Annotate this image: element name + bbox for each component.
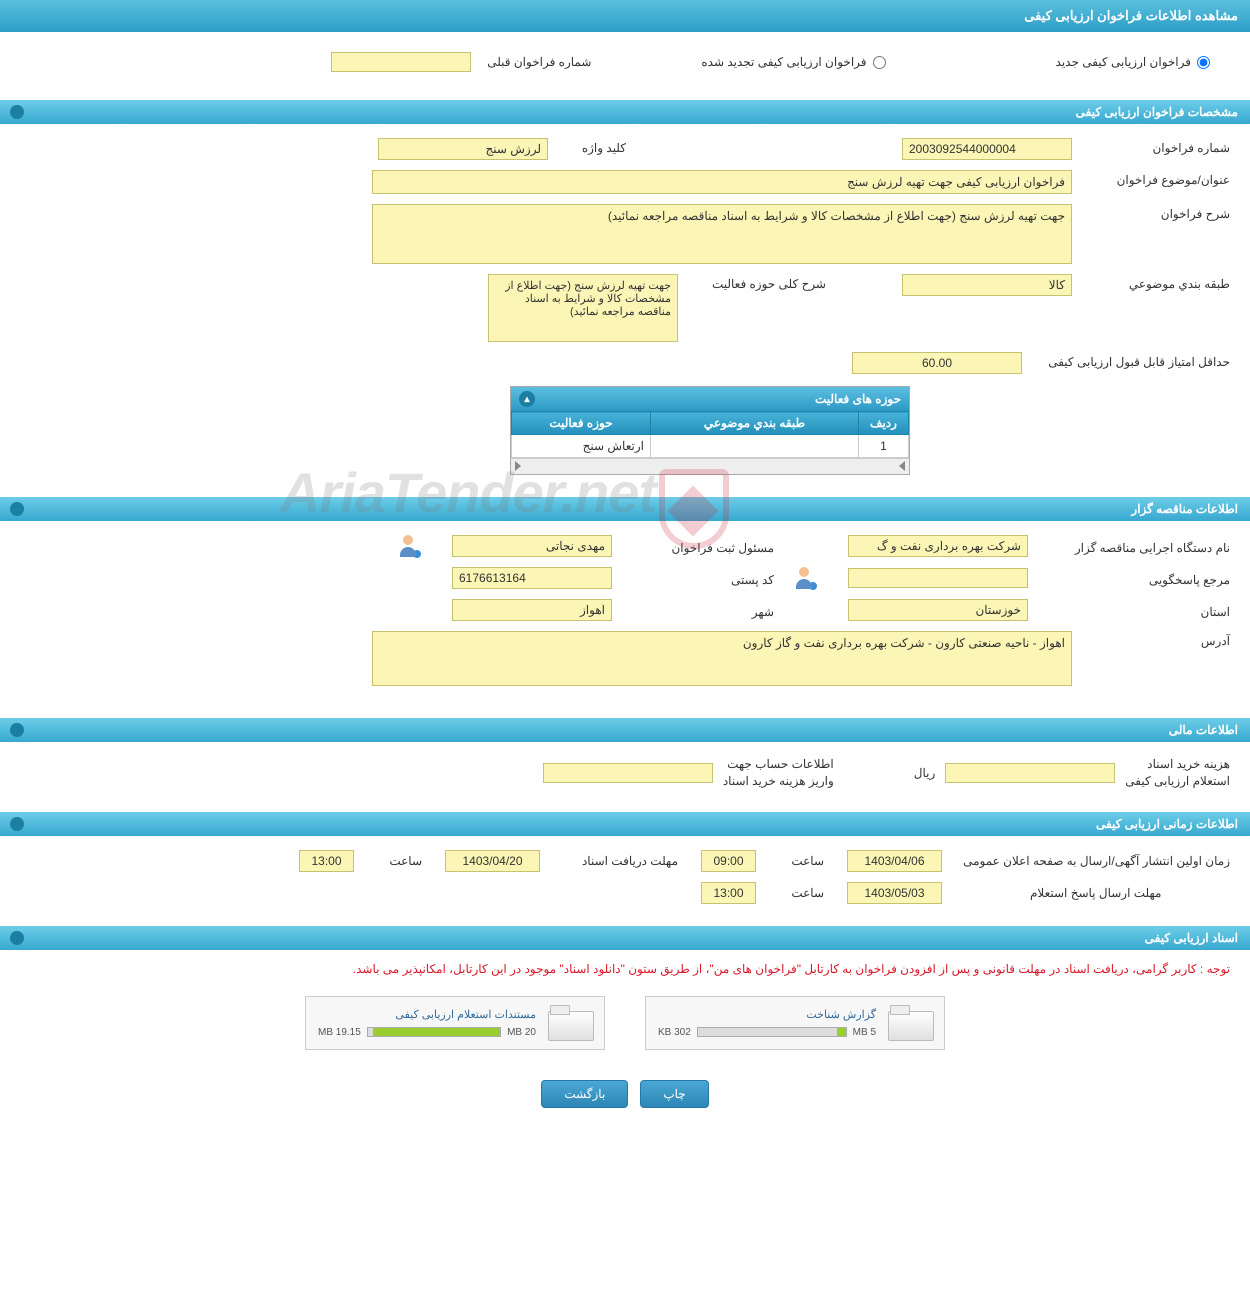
deadline-receive-time: 13:00 — [299, 850, 354, 872]
doc-card-inquiry[interactable]: مستندات استعلام ارزیابی کیفی 20 MB 19.15… — [305, 996, 605, 1050]
call-number-value: 2003092544000004 — [902, 138, 1072, 160]
reply-label: مهلت ارسال پاسخ استعلام — [950, 886, 1230, 900]
button-row: چاپ بازگشت — [0, 1066, 1250, 1148]
col-activity: حوزه فعالیت — [512, 412, 651, 435]
section-docs-header: اسناد ارزیابی کیفی — [0, 926, 1250, 950]
deadline-receive-date: 1403/04/20 — [445, 850, 540, 872]
prev-number-label: شماره فراخوان قبلی — [487, 55, 591, 69]
cost-label-2: استعلام ارزیابی کیفی — [1125, 773, 1230, 790]
activity-summary-label: شرح کلی حوزه فعالیت — [686, 274, 826, 291]
cost-unit: ریال — [914, 766, 936, 780]
postal-label: کد پستی — [624, 570, 774, 587]
min-score-value: 60.00 — [852, 352, 1022, 374]
contact-value — [848, 568, 1028, 588]
min-score-label: حداقل امتیاز قابل قبول ارزیابی کیفی — [1030, 352, 1230, 369]
keyword-value: لرزش سنج — [378, 138, 548, 160]
doc-report-used: 302 KB — [658, 1027, 691, 1038]
collapse-icon[interactable]: ▴ — [519, 391, 535, 407]
cell-category — [650, 435, 858, 458]
docs-row: گزارش شناخت 5 MB 302 KB مستندات استعلام … — [0, 988, 1250, 1066]
activity-panel: حوزه های فعالیت ▴ ردیف طبقه بندي موضوعي … — [510, 386, 910, 475]
publish-time: 09:00 — [701, 850, 756, 872]
account-value — [543, 763, 713, 783]
folder-icon — [548, 1005, 592, 1041]
radio-new[interactable] — [1197, 56, 1210, 69]
reply-date: 1403/05/03 — [847, 882, 942, 904]
category-label: طبقه بندي موضوعي — [1080, 274, 1230, 291]
title-label: عنوان/موضوع فراخوان — [1080, 170, 1230, 187]
reply-time: 13:00 — [701, 882, 756, 904]
account-label-1: اطلاعات حساب جهت — [723, 756, 834, 773]
col-row: ردیف — [859, 412, 909, 435]
cost-label-1: هزینه خرید اسناد — [1125, 756, 1230, 773]
time-word-1: ساعت — [764, 854, 824, 868]
desc-label: شرح فراخوان — [1080, 204, 1230, 221]
activity-panel-title: حوزه های فعالیت — [815, 392, 901, 406]
activity-table: ردیف طبقه بندي موضوعي حوزه فعالیت 1 ارتع… — [511, 411, 909, 458]
section-financial-body: هزینه خرید اسناد استعلام ارزیابی کیفی ری… — [0, 742, 1250, 804]
cell-activity: ارتعاش سنج — [512, 435, 651, 458]
account-label-2: واریز هزینه خرید اسناد — [723, 773, 834, 790]
doc-card-report[interactable]: گزارش شناخت 5 MB 302 KB — [645, 996, 945, 1050]
radio-renewed[interactable] — [873, 56, 886, 69]
progress-bar — [697, 1027, 847, 1037]
call-type-radios: فراخوان ارزیابی کیفی جدید فراخوان ارزیاب… — [0, 32, 1250, 92]
section-timing-header: اطلاعات زمانی ارزیابی کیفی — [0, 812, 1250, 836]
section-financial-header: اطلاعات مالی — [0, 718, 1250, 742]
section-timing-body: زمان اولین انتشار آگهی/ارسال به صفحه اعل… — [0, 836, 1250, 918]
org-label: نام دستگاه اجرایی مناقصه گزار — [1040, 538, 1230, 555]
doc-inquiry-total: 20 MB — [507, 1027, 536, 1038]
time-word-3: ساعت — [764, 886, 824, 900]
back-button[interactable]: بازگشت — [541, 1080, 628, 1108]
radio-renewed-label: فراخوان ارزیابی کیفی تجدید شده — [701, 55, 866, 69]
person-icon[interactable] — [398, 535, 420, 557]
radio-new-label: فراخوان ارزیابی کیفی جدید — [1056, 55, 1191, 69]
progress-fill-inquiry — [373, 1028, 500, 1036]
province-value: خوزستان — [848, 599, 1028, 621]
address-label: آدرس — [1080, 631, 1230, 648]
keyword-label: کلید واژه — [556, 138, 626, 155]
registrar-label: مسئول ثبت فراخوان — [624, 538, 774, 555]
scroll-hint[interactable] — [511, 458, 909, 474]
cost-value — [945, 763, 1115, 783]
doc-inquiry-title: مستندات استعلام ارزیابی کیفی — [318, 1008, 536, 1021]
section-spec-header: مشخصات فراخوان ارزیابی کیفی — [0, 100, 1250, 124]
cell-row: 1 — [859, 435, 909, 458]
province-label: استان — [1040, 602, 1230, 619]
person-icon[interactable] — [794, 567, 816, 589]
call-number-label: شماره فراخوان — [1080, 138, 1230, 155]
city-label: شهر — [624, 602, 774, 619]
doc-inquiry-used: 19.15 MB — [318, 1027, 361, 1038]
section-tenderer-header: اطلاعات مناقصه گزار — [0, 497, 1250, 521]
col-category: طبقه بندي موضوعي — [650, 412, 858, 435]
progress-bar — [367, 1027, 501, 1037]
prev-number-value — [331, 52, 471, 72]
category-value: کالا — [902, 274, 1072, 296]
registrar-value: مهدی نجاتی — [452, 535, 612, 557]
address-value: اهواز - ناحیه صنعتی کارون - شرکت بهره بر… — [372, 631, 1072, 686]
progress-fill-report — [837, 1028, 846, 1036]
desc-value: جهت تهیه لرزش سنج (جهت اطلاع از مشخصات ک… — [372, 204, 1072, 264]
table-row: 1 ارتعاش سنج — [512, 435, 909, 458]
folder-icon — [888, 1005, 932, 1041]
doc-report-total: 5 MB — [853, 1027, 876, 1038]
time-word-2: ساعت — [362, 854, 422, 868]
title-value: فراخوان ارزیابی کیفی جهت تهیه لرزش سنج — [372, 170, 1072, 194]
deadline-receive-label: مهلت دریافت اسناد — [548, 854, 678, 868]
publish-date: 1403/04/06 — [847, 850, 942, 872]
page-title: مشاهده اطلاعات فراخوان ارزیابی کیفی — [0, 0, 1250, 32]
notice-text: توجه : کاربر گرامی، دریافت اسناد در مهلت… — [0, 950, 1250, 988]
section-spec-body: شماره فراخوان 2003092544000004 کلید واژه… — [0, 124, 1250, 489]
postal-value: 6176613164 — [452, 567, 612, 589]
doc-report-title: گزارش شناخت — [658, 1008, 876, 1021]
print-button[interactable]: چاپ — [640, 1080, 708, 1108]
section-tenderer-body: نام دستگاه اجرایی مناقصه گزار شرکت بهره … — [0, 521, 1250, 710]
city-value: اهواز — [452, 599, 612, 621]
contact-label: مرجع پاسخگویی — [1040, 570, 1230, 587]
org-value: شرکت بهره برداری نفت و گ — [848, 535, 1028, 557]
activity-summary-value: جهت تهیه لرزش سنج (جهت اطلاع از مشخصات ک… — [488, 274, 678, 342]
publish-label: زمان اولین انتشار آگهی/ارسال به صفحه اعل… — [950, 854, 1230, 868]
